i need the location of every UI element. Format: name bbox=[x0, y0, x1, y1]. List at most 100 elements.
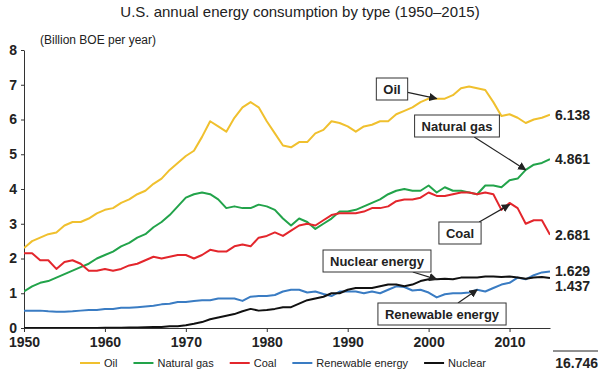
annotation-text: Oil bbox=[383, 82, 400, 97]
x-tick-label: 2000 bbox=[414, 334, 445, 350]
y-tick-mark bbox=[21, 328, 24, 329]
x-tick: 2010 bbox=[494, 328, 525, 350]
x-tick-label: 1960 bbox=[90, 334, 121, 350]
x-tick-mark bbox=[24, 328, 25, 332]
y-tick-label: 1 bbox=[9, 285, 17, 301]
total-label: 16.746 bbox=[555, 355, 598, 371]
legend-swatch bbox=[292, 362, 312, 364]
annotation-arrow bbox=[413, 272, 437, 279]
y-tick-mark bbox=[21, 259, 24, 260]
y-tick: 3 bbox=[9, 216, 24, 232]
y-tick-mark bbox=[21, 120, 24, 121]
x-tick-mark bbox=[105, 328, 106, 332]
x-tick: 1970 bbox=[171, 328, 202, 350]
end-value-label: 1.437 bbox=[555, 278, 590, 294]
annotation-text: Natural gas bbox=[422, 119, 493, 134]
annotation: Renewable energy bbox=[378, 290, 506, 325]
legend: Oil Natural gas Coal Renewable energy Nuclea… bbox=[80, 357, 486, 369]
y-axis: 0 1 2 3 4 5 6 7 8 bbox=[9, 42, 24, 336]
y-tick: 5 bbox=[9, 146, 24, 162]
y-tick-label: 8 bbox=[9, 42, 17, 58]
x-tick-mark bbox=[267, 328, 268, 332]
series-line bbox=[24, 192, 550, 270]
legend-swatch bbox=[133, 362, 153, 364]
legend-label: Nuclear bbox=[448, 357, 486, 369]
annotation-box bbox=[415, 115, 500, 137]
y-tick: 6 bbox=[9, 111, 24, 127]
y-tick: 2 bbox=[9, 250, 24, 266]
x-tick-mark bbox=[348, 328, 349, 332]
annotation: Nuclear energy bbox=[323, 250, 437, 279]
y-tick-label: 4 bbox=[9, 181, 17, 197]
legend-item: Oil bbox=[80, 357, 117, 369]
y-tick-label: 6 bbox=[9, 111, 17, 127]
annotation-text: Renewable energy bbox=[385, 307, 500, 322]
x-tick-label: 1950 bbox=[9, 334, 40, 350]
annotation-box bbox=[378, 303, 506, 325]
legend-label: Oil bbox=[104, 357, 117, 369]
annotations: Oil Natural gas Coal Nuclear energy Renewabl… bbox=[323, 78, 526, 325]
y-tick-mark bbox=[21, 293, 24, 294]
legend-swatch bbox=[230, 362, 250, 364]
x-axis-line bbox=[25, 328, 551, 329]
total: 16.746 bbox=[553, 351, 598, 371]
y-tick: 7 bbox=[9, 77, 24, 93]
end-value-label: 2.681 bbox=[555, 227, 590, 243]
legend-swatch bbox=[424, 362, 444, 364]
x-tick-label: 1970 bbox=[171, 334, 202, 350]
y-tick: 4 bbox=[9, 181, 24, 197]
end-labels: 6.138 4.861 2.681 1.6291.437 bbox=[555, 107, 590, 295]
y-tick-mark bbox=[21, 224, 24, 225]
x-tick: 1960 bbox=[90, 328, 121, 350]
end-value-label: 4.861 bbox=[555, 151, 590, 167]
chart-title: U.S. annual energy consumption by type (… bbox=[120, 3, 479, 20]
total-rule bbox=[553, 351, 598, 352]
legend-label: Coal bbox=[254, 357, 277, 369]
legend-item: Coal bbox=[230, 357, 277, 369]
y-tick-mark bbox=[21, 85, 24, 86]
x-tick-label: 1980 bbox=[252, 334, 283, 350]
end-value-label: 6.138 bbox=[555, 107, 590, 123]
annotation-arrow bbox=[408, 92, 437, 98]
x-tick-mark bbox=[186, 328, 187, 332]
annotation-box bbox=[439, 222, 481, 244]
annotation: Natural gas bbox=[415, 115, 526, 170]
x-tick-mark bbox=[429, 328, 430, 332]
series-line bbox=[24, 277, 550, 328]
annotation-arrow bbox=[479, 205, 509, 222]
y-tick-mark bbox=[21, 189, 24, 190]
annotation-text: Coal bbox=[446, 226, 474, 241]
series-line bbox=[24, 86, 550, 248]
y-tick: 0 bbox=[9, 320, 24, 336]
x-tick-mark bbox=[510, 328, 511, 332]
annotation-box bbox=[323, 250, 431, 272]
legend-label: Renewable energy bbox=[316, 357, 408, 369]
y-tick-mark bbox=[21, 154, 24, 155]
x-tick-label: 1990 bbox=[333, 334, 364, 350]
chart-container: U.S. annual energy consumption by type (… bbox=[0, 0, 600, 375]
series-line bbox=[24, 159, 550, 291]
chart-svg: U.S. annual energy consumption by type (… bbox=[0, 0, 600, 375]
x-tick: 2000 bbox=[414, 328, 445, 350]
legend-swatch bbox=[80, 362, 100, 364]
legend-item: Renewable energy bbox=[292, 357, 408, 369]
annotation-text: Nuclear energy bbox=[330, 254, 425, 269]
y-tick-label: 2 bbox=[9, 250, 17, 266]
legend-label: Natural gas bbox=[157, 357, 214, 369]
y-axis-line bbox=[24, 51, 25, 329]
y-tick-label: 7 bbox=[9, 77, 17, 93]
y-axis-label: (Billion BOE per year) bbox=[40, 33, 156, 47]
y-tick-label: 0 bbox=[9, 320, 17, 336]
x-tick-label: 2010 bbox=[494, 334, 525, 350]
end-value-label: 1.629 bbox=[555, 263, 590, 279]
y-tick-mark bbox=[21, 50, 24, 51]
y-tick-label: 3 bbox=[9, 216, 17, 232]
x-axis: 1950 1960 1970 1980 1990 2000 2010 bbox=[9, 328, 551, 350]
y-tick: 8 bbox=[9, 42, 24, 58]
annotation: Coal bbox=[439, 205, 510, 244]
annotation-box bbox=[376, 78, 407, 100]
annotation: Oil bbox=[376, 78, 436, 100]
annotation-arrow bbox=[458, 290, 477, 303]
annotation-arrow bbox=[474, 137, 525, 170]
x-tick: 1980 bbox=[252, 328, 283, 350]
